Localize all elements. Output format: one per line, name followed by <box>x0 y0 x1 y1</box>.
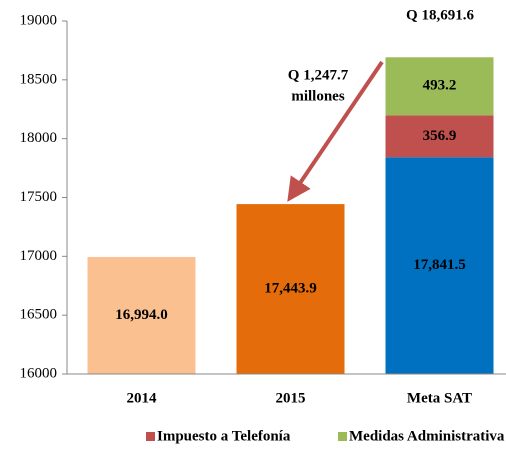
y-tick-label: 19000 <box>20 12 58 28</box>
total-annotation: Q 18,691.6 <box>406 7 474 23</box>
legend-label: Medidas Administrativa <box>349 428 505 444</box>
y-tick-label: 17000 <box>20 248 58 264</box>
bar-segment <box>385 57 494 116</box>
y-tick-label: 18000 <box>20 130 58 146</box>
value-label: 16,994.0 <box>115 307 168 323</box>
value-label: 356.9 <box>423 128 457 144</box>
legend-swatch <box>146 432 155 441</box>
bar <box>385 157 494 374</box>
bar <box>87 257 196 374</box>
y-tick-label: 16000 <box>20 365 58 381</box>
y-tick-label: 17500 <box>20 189 58 205</box>
x-tick-label: 2015 <box>276 390 306 406</box>
y-tick-label: 18500 <box>20 71 58 87</box>
legend-swatch <box>338 432 347 441</box>
bar <box>236 204 345 374</box>
value-label: 17,443.9 <box>264 280 317 296</box>
legend-label: Impuesto a Telefonía <box>157 428 291 444</box>
x-tick-label: Meta SAT <box>407 390 472 406</box>
bar-segment <box>385 115 494 158</box>
x-tick-label: 2014 <box>127 390 158 406</box>
y-tick-label: 16500 <box>20 307 58 323</box>
difference-annotation: millones <box>291 88 344 104</box>
value-label: 17,841.5 <box>413 257 466 273</box>
arrow <box>287 60 384 202</box>
difference-annotation: Q 1,247.7 <box>288 67 349 83</box>
value-label: 493.2 <box>423 78 457 94</box>
